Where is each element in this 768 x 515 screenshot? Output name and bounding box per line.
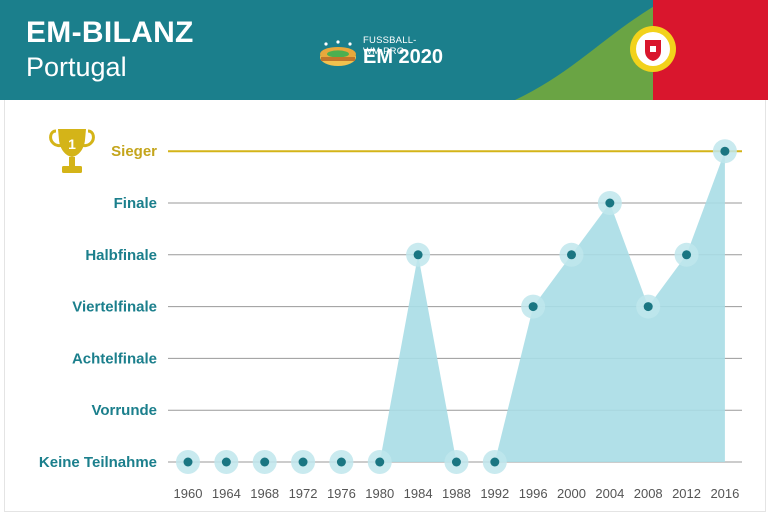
area-layer [188, 151, 725, 462]
y-tick-label-0: Keine Teilnahme [39, 454, 157, 471]
x-tick-labels: 1960 1964 1968 1972 1976 1980 1984 1988 1992 1996… [174, 486, 740, 501]
x-tick-label-1964: 1964 [212, 486, 241, 501]
x-tick-label-1980: 1980 [365, 486, 394, 501]
data-point-1976[interactable] [329, 450, 354, 474]
data-point-1960[interactable] [176, 450, 200, 474]
portugal-flag-graphic [515, 0, 768, 100]
data-point-2004[interactable] [597, 191, 622, 215]
y-tick-label-6: Sieger [111, 143, 157, 160]
data-point-1964[interactable] [214, 450, 239, 474]
x-tick-label-2016: 2016 [710, 486, 739, 501]
stadium-icon [320, 40, 356, 66]
data-point-2012[interactable] [674, 242, 699, 267]
x-tick-label-2000: 2000 [557, 486, 586, 501]
y-tick-label-4: Halbfinale [85, 247, 157, 264]
y-tick-label-3: Viertelfinale [72, 299, 157, 316]
site-logo[interactable]: FUSSBALL-WM.PRO EM 2020 [318, 34, 454, 74]
header-banner: EM-BILANZ Portugal FUSSBALL-WM.PRO EM 20… [0, 0, 768, 100]
data-point-1996[interactable] [521, 294, 546, 319]
data-point-1968[interactable] [252, 450, 277, 474]
data-point-1992[interactable] [482, 450, 507, 474]
area-series [188, 151, 725, 462]
x-tick-label-1988: 1988 [442, 486, 471, 501]
trophy-badge: 1 [68, 136, 76, 152]
x-tick-label-1984: 1984 [404, 486, 433, 501]
x-tick-label-1968: 1968 [250, 486, 279, 501]
trophy-icon: 1 [49, 129, 95, 173]
data-point-1972[interactable] [291, 450, 316, 474]
y-tick-labels: Keine Teilnahme Vorrunde Achtelfinale Viert… [39, 143, 157, 471]
data-point-1980[interactable] [367, 450, 392, 474]
data-point-2016[interactable] [712, 139, 737, 164]
x-tick-label-2004: 2004 [595, 486, 624, 501]
x-tick-label-2008: 2008 [634, 486, 663, 501]
logo-site-text: FUSSBALL-WM.PRO [363, 35, 417, 57]
data-point-2000[interactable] [559, 242, 584, 267]
data-point-1988[interactable] [444, 450, 469, 474]
page-title: EM-BILANZ [26, 16, 194, 49]
y-tick-label-5: Finale [114, 195, 157, 212]
x-tick-label-1960: 1960 [174, 486, 203, 501]
x-tick-label-1972: 1972 [289, 486, 318, 501]
x-tick-label-1996: 1996 [519, 486, 548, 501]
x-tick-label-1992: 1992 [480, 486, 509, 501]
page-subtitle: Portugal [26, 52, 127, 82]
data-point-2008[interactable] [636, 294, 661, 319]
logo-event-text: EM 2020 [363, 46, 444, 68]
y-tick-label-2: Achtelfinale [72, 350, 157, 367]
x-tick-label-1976: 1976 [327, 486, 356, 501]
chart-frame [4, 100, 766, 512]
data-point-1984[interactable] [406, 242, 431, 267]
y-tick-label-1: Vorrunde [91, 402, 157, 419]
data-points [176, 139, 737, 474]
x-tick-label-2012: 2012 [672, 486, 701, 501]
